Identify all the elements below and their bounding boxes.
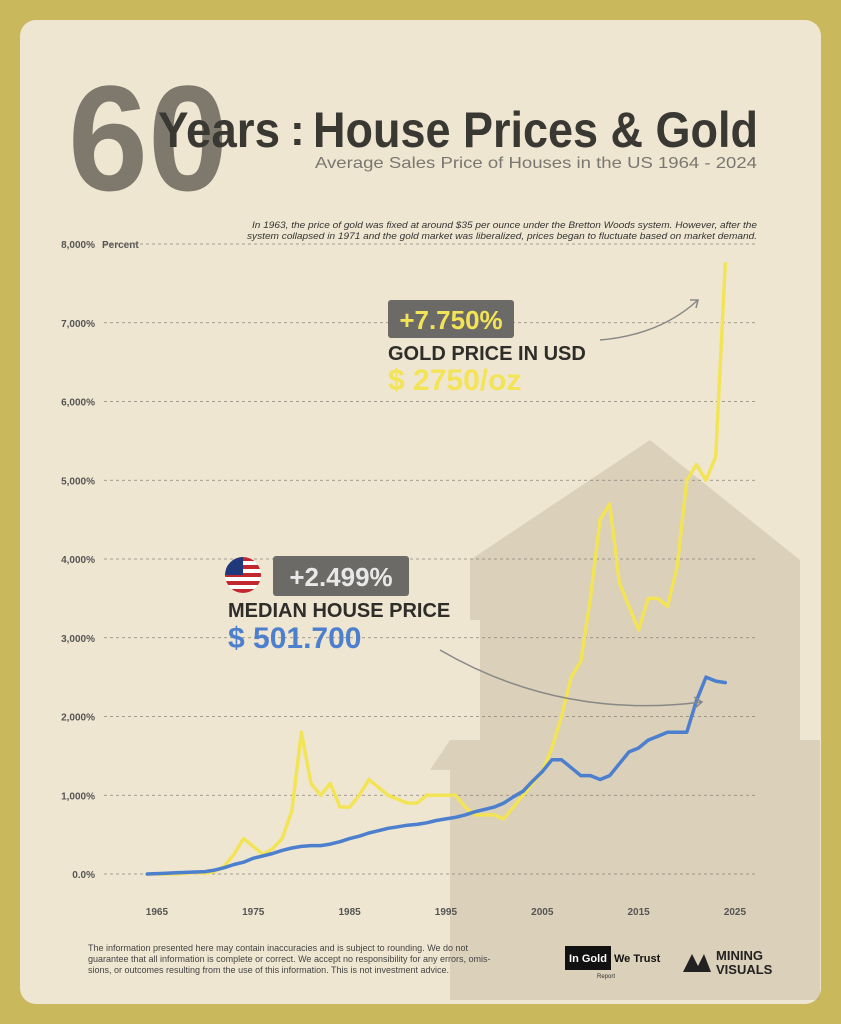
- x-tick-label: 2025: [724, 907, 747, 918]
- subtitle: Average Sales Price of Houses in the US …: [315, 155, 757, 172]
- x-tick-label: 1965: [146, 907, 169, 918]
- us-flag: [225, 557, 261, 593]
- house-price: $ 501.700: [228, 622, 361, 655]
- arrow: [439, 649, 703, 707]
- y-tick-label: 0.0%: [72, 870, 95, 881]
- arrow: [599, 299, 699, 341]
- disclaimer: sions, or outcomes resulting from the us…: [88, 965, 449, 975]
- gold-price: $ 2750/oz: [388, 364, 521, 397]
- logo-text: MINING: [716, 948, 763, 963]
- logo-text: In Gold: [569, 953, 607, 965]
- house-change: +2.499%: [289, 562, 392, 592]
- house-label: MEDIAN HOUSE PRICE: [228, 600, 450, 622]
- change-box: [388, 300, 514, 338]
- y-tick-label: 7,000%: [61, 319, 95, 330]
- x-tick-label: 2015: [627, 907, 650, 918]
- gold-label: GOLD PRICE IN USD: [388, 343, 586, 365]
- disclaimer: guarantee that all information is comple…: [88, 954, 491, 964]
- logo-icon: [683, 954, 711, 972]
- arrow-head: [690, 299, 699, 309]
- x-tick-label: 1975: [242, 907, 265, 918]
- x-tick-label: 2005: [531, 907, 554, 918]
- house-illustration: [430, 440, 820, 1000]
- y-tick-label: 8,000%: [61, 240, 95, 251]
- y-tick-label: 1,000%: [61, 791, 95, 802]
- y-tick-label: 6,000%: [61, 398, 95, 409]
- y-tick-label: 4,000%: [61, 555, 95, 566]
- logo-sub: Report: [597, 974, 615, 980]
- y-tick-label: 3,000%: [61, 634, 95, 645]
- x-tick-label: 1985: [338, 907, 361, 918]
- title-word: Years: [158, 102, 280, 158]
- change-box: [273, 556, 409, 596]
- logo-text: VISUALS: [716, 962, 773, 977]
- logo-box: [565, 946, 611, 970]
- logo-text: We Trust: [614, 953, 661, 965]
- x-tick-label: 1995: [435, 907, 458, 918]
- plot: 0.0% 1,000% 2,000% 3,000% 4,000% 5,000% 6,000%…: [61, 240, 758, 918]
- title-number: 60: [68, 54, 228, 222]
- y-tick-label: 2,000%: [61, 713, 95, 724]
- background: [20, 20, 821, 1004]
- series-line: [145, 261, 728, 876]
- arrow-head: [693, 696, 704, 709]
- series-line: [145, 675, 728, 876]
- title-separator: :: [290, 106, 305, 155]
- note: In 1963, the price of gold was fixed at …: [252, 220, 757, 230]
- note: system collapsed in 1971 and the gold ma…: [247, 231, 757, 241]
- y-tick-label: 5,000%: [61, 476, 95, 487]
- disclaimer: The information presented here may conta…: [88, 943, 469, 953]
- gold-change: +7.750%: [399, 305, 502, 335]
- chart-title: House Prices & Gold: [313, 102, 758, 158]
- y-axis-label: Percent: [102, 240, 139, 251]
